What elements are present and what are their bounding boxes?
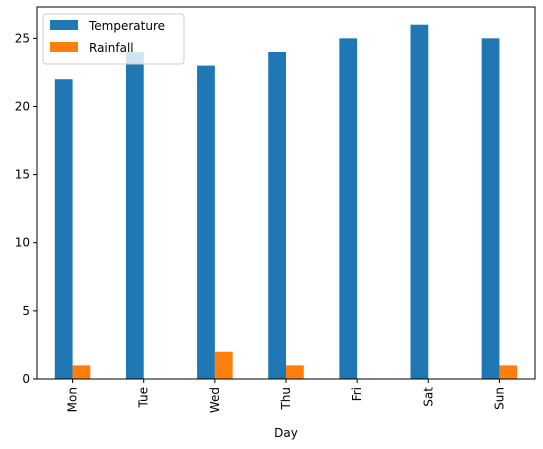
bar-temperature-fri [339, 38, 358, 379]
bar-rainfall-wed [214, 351, 233, 379]
y-tick-label: 0 [22, 372, 30, 386]
bar-temperature-sun [481, 38, 500, 379]
x-tick-label: Mon [66, 387, 80, 412]
y-axis: 0 5 10 15 20 25 [15, 31, 37, 386]
x-tick-label: Sun [492, 387, 506, 410]
legend: Temperature Rainfall [42, 13, 185, 65]
x-tick-label: Sat [421, 387, 435, 407]
bar-temperature-wed [197, 65, 215, 379]
legend-label-rainfall: Rainfall [89, 41, 134, 55]
y-tick-label: 20 [15, 99, 30, 113]
bar-temperature-tue [125, 51, 144, 379]
bar-temperature-thu [268, 51, 286, 379]
y-tick-label: 5 [22, 304, 30, 318]
x-axis: Mon Tue Wed Thu Fri Sat Sun [66, 379, 506, 413]
y-tick-label: 25 [15, 31, 30, 45]
x-tick-label: Wed [208, 387, 222, 413]
legend-swatch-temperature [50, 20, 78, 30]
bars-layer [54, 24, 518, 379]
x-tick-label: Tue [137, 387, 151, 409]
legend-swatch-rainfall [50, 42, 78, 52]
x-tick-label: Thu [279, 387, 293, 411]
legend-label-temperature: Temperature [88, 19, 165, 33]
y-tick-label: 15 [15, 168, 30, 182]
bar-rainfall-mon [72, 365, 91, 379]
y-tick-label: 10 [15, 236, 30, 250]
x-axis-label: Day [274, 426, 298, 440]
bar-temperature-sat [410, 24, 429, 379]
x-tick-label: Fri [350, 387, 364, 401]
bar-rainfall-sun [499, 365, 518, 379]
bar-rainfall-thu [286, 365, 304, 379]
bar-temperature-mon [54, 79, 73, 379]
legend-box [42, 13, 185, 65]
plot-frame [36, 6, 536, 380]
